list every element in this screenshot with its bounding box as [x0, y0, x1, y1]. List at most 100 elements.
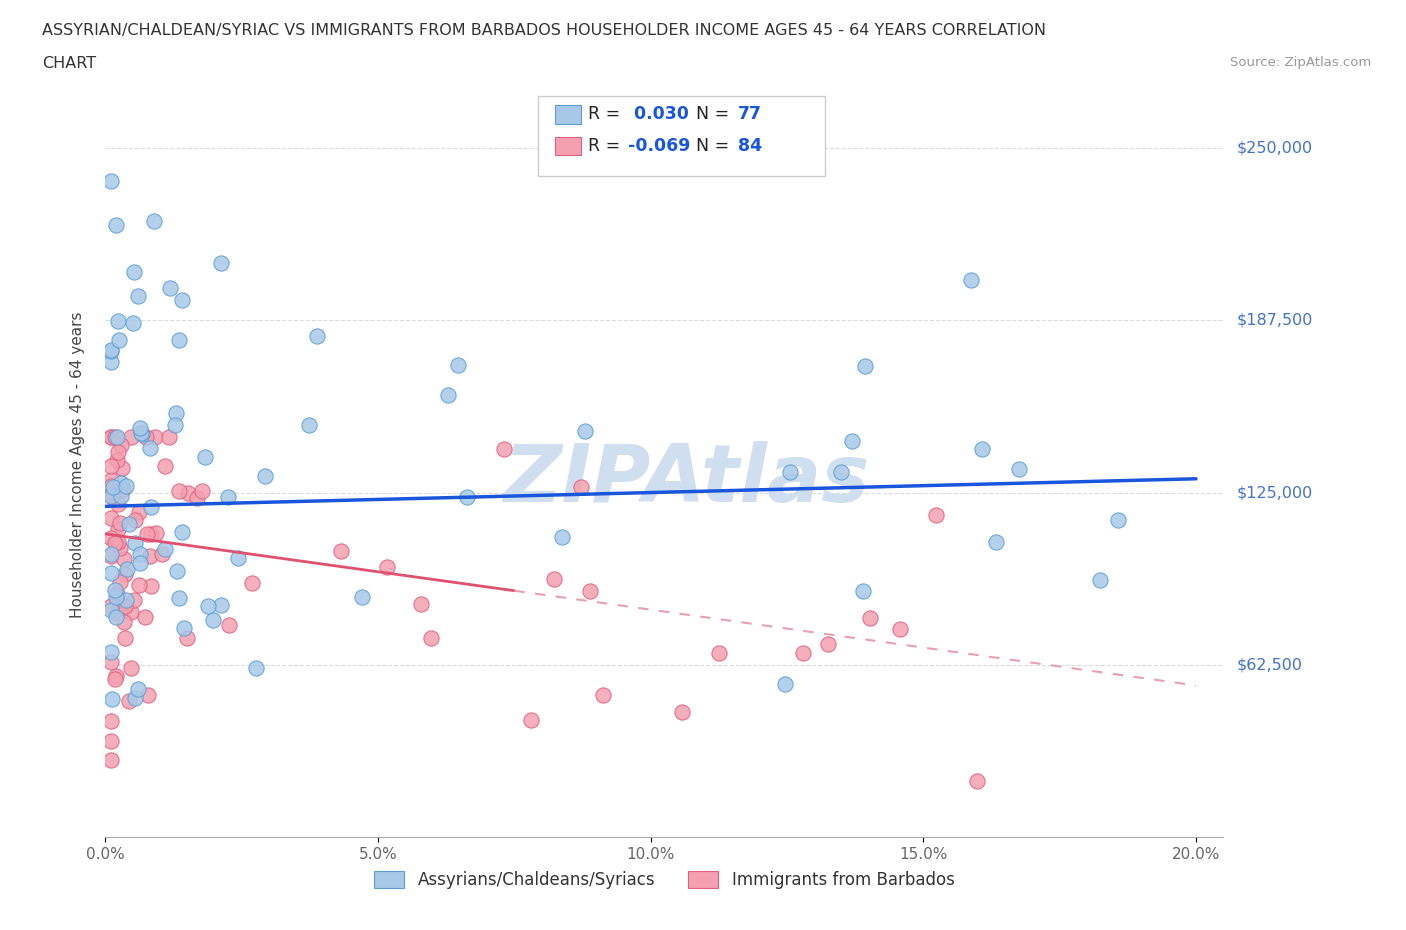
Point: [117, 562, 139, 577]
Point: [186, 491, 208, 506]
Point: [120, 430, 142, 445]
Point: [110, 475, 132, 490]
Point: [131, 427, 153, 442]
Point: [841, 433, 863, 448]
Point: [100, 478, 122, 493]
Point: [143, 214, 166, 229]
Text: ZIPAtlas: ZIPAtlas: [503, 441, 870, 519]
Point: [170, 293, 193, 308]
Point: [129, 555, 152, 570]
Text: R =: R =: [588, 137, 626, 155]
Point: [226, 551, 249, 565]
Point: [100, 472, 122, 487]
Point: [100, 489, 122, 504]
Point: [115, 593, 138, 608]
Point: [1088, 573, 1111, 588]
Point: [104, 536, 127, 551]
Point: [112, 615, 135, 630]
Point: [108, 333, 131, 348]
Point: [574, 424, 596, 439]
Point: [375, 559, 398, 574]
Point: [779, 465, 801, 480]
Point: [100, 530, 122, 545]
Point: [108, 575, 131, 590]
Point: [103, 479, 125, 494]
Point: [105, 605, 128, 620]
Point: [105, 452, 128, 467]
Point: [100, 485, 122, 499]
Point: [128, 504, 150, 519]
Point: [190, 484, 212, 498]
Point: [177, 485, 200, 500]
Point: [107, 496, 129, 511]
Point: [173, 620, 195, 635]
Point: [671, 705, 693, 720]
Legend: Assyrians/Chaldeans/Syriacs, Immigrants from Barbados: Assyrians/Chaldeans/Syriacs, Immigrants …: [367, 864, 962, 896]
Point: [100, 752, 122, 767]
Text: R =: R =: [588, 105, 626, 124]
Point: [889, 621, 911, 636]
Point: [592, 688, 614, 703]
Point: [579, 584, 602, 599]
Point: [145, 525, 167, 540]
Point: [114, 631, 136, 645]
Point: [298, 418, 321, 432]
Point: [350, 589, 373, 604]
Point: [100, 733, 122, 748]
Point: [100, 354, 122, 369]
Point: [145, 430, 167, 445]
Point: [1107, 512, 1129, 527]
Point: [100, 430, 122, 445]
Point: [128, 420, 150, 435]
Point: [120, 660, 142, 675]
Text: 84: 84: [738, 137, 762, 155]
Point: [105, 587, 128, 602]
Point: [129, 426, 152, 441]
Point: [124, 690, 146, 705]
Y-axis label: Householder Income Ages 45 - 64 years: Householder Income Ages 45 - 64 years: [70, 312, 84, 618]
Point: [104, 430, 127, 445]
Point: [139, 441, 162, 456]
Point: [107, 445, 129, 459]
Text: $125,000: $125,000: [1237, 485, 1313, 500]
Point: [970, 441, 993, 456]
Point: [100, 458, 122, 473]
Point: [492, 442, 515, 457]
Point: [107, 521, 129, 536]
Point: [411, 597, 433, 612]
Point: [110, 540, 132, 555]
Text: ASSYRIAN/CHALDEAN/SYRIAC VS IMMIGRANTS FROM BARBADOS HOUSEHOLDER INCOME AGES 45 : ASSYRIAN/CHALDEAN/SYRIAC VS IMMIGRANTS F…: [42, 23, 1046, 38]
Point: [456, 490, 478, 505]
Point: [165, 418, 187, 432]
Point: [139, 578, 162, 593]
Point: [100, 644, 122, 659]
Point: [100, 342, 122, 357]
Point: [167, 484, 190, 498]
Text: Source: ZipAtlas.com: Source: ZipAtlas.com: [1230, 56, 1371, 69]
Point: [960, 272, 983, 287]
Point: [103, 486, 125, 501]
Point: [709, 646, 731, 661]
Point: [111, 460, 134, 475]
Point: [104, 218, 127, 232]
Point: [197, 599, 219, 614]
Text: $187,500: $187,500: [1237, 312, 1313, 328]
Point: [551, 529, 574, 544]
Point: [218, 618, 240, 632]
Text: $250,000: $250,000: [1237, 140, 1313, 155]
Point: [100, 547, 122, 562]
Point: [129, 547, 152, 562]
Point: [114, 566, 136, 581]
Point: [128, 578, 150, 592]
Point: [792, 645, 814, 660]
Point: [100, 430, 122, 445]
Point: [107, 313, 129, 328]
Point: [858, 611, 880, 626]
Point: [100, 511, 122, 525]
Point: [135, 526, 157, 541]
Point: [830, 464, 852, 479]
Point: [135, 430, 157, 445]
Point: [984, 535, 1007, 550]
Point: [100, 565, 122, 580]
Point: [420, 631, 443, 646]
